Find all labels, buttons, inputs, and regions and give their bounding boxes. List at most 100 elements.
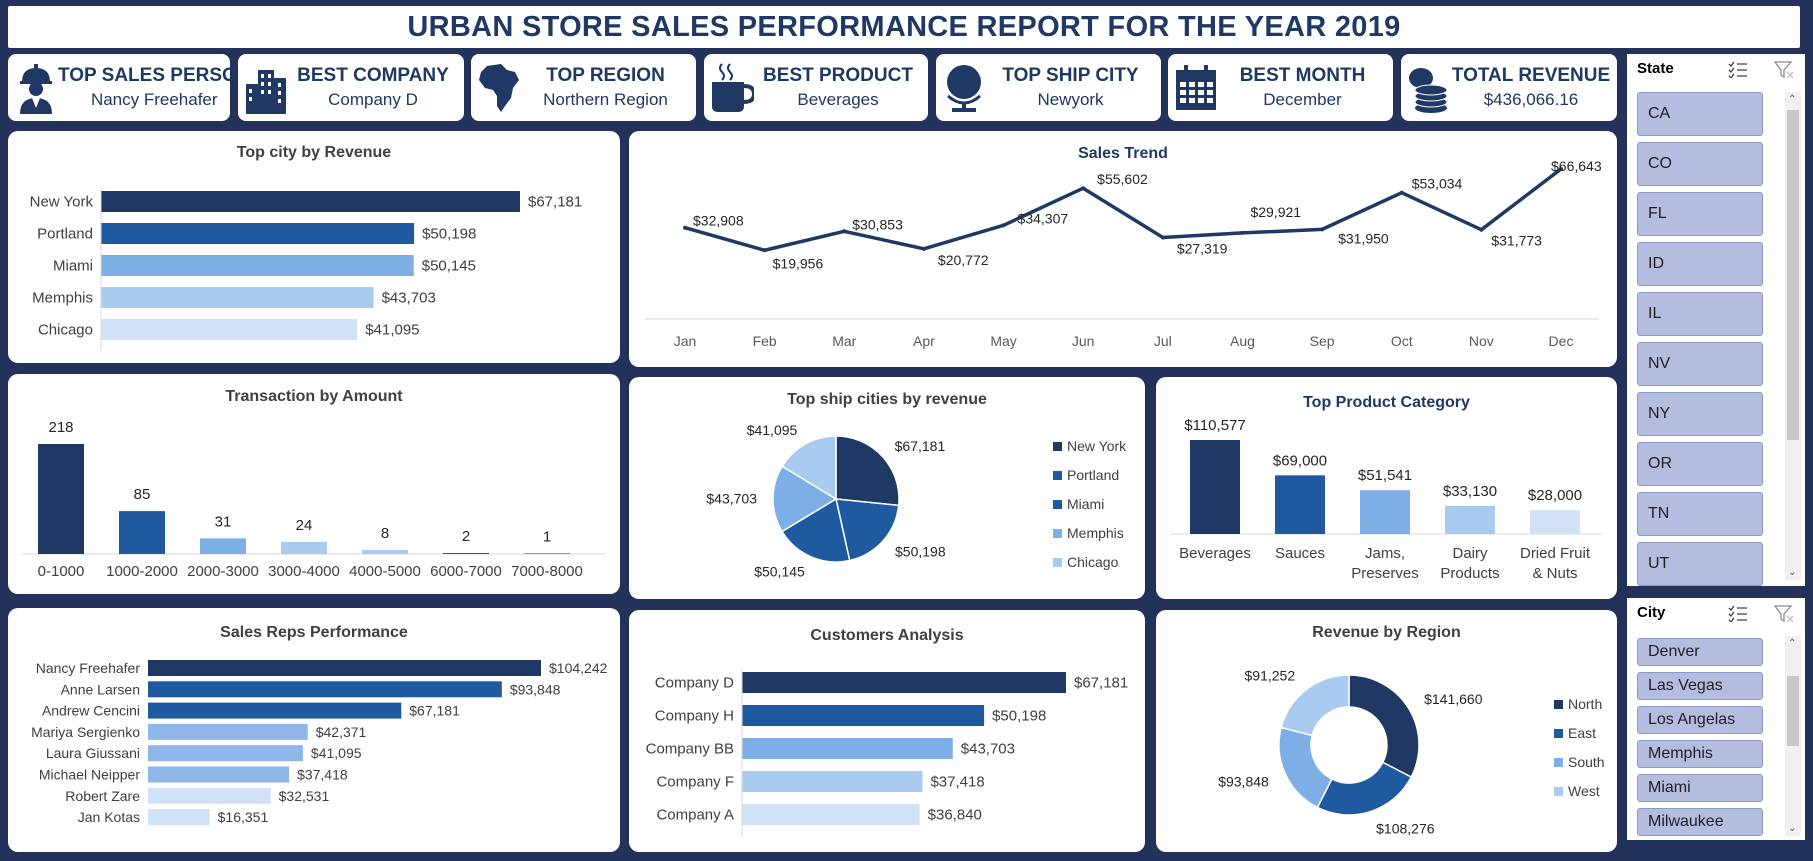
kpi-value: Company D <box>328 89 418 109</box>
state-scrollbar[interactable]: ⌃ ⌄ <box>1785 92 1801 580</box>
data-label: $108,276 <box>1376 821 1435 837</box>
chart-title: Top city by Revenue <box>236 144 392 161</box>
slicer-item[interactable]: ID <box>1637 242 1763 286</box>
slicer-item[interactable]: Memphis <box>1637 740 1763 768</box>
data-point <box>921 246 926 251</box>
multi-select-icon[interactable] <box>1727 604 1749 622</box>
pie-slice <box>1348 674 1420 779</box>
scroll-thumb[interactable] <box>1787 110 1799 440</box>
data-label: $50,145 <box>422 258 476 275</box>
data-label: $16,351 <box>218 809 269 825</box>
data-point <box>1320 227 1325 232</box>
pie-slice <box>1278 726 1333 809</box>
coffee-cup-icon <box>712 62 754 112</box>
sales-reps-panel: Sales Reps Performance Nancy Freehafer $1… <box>8 608 620 852</box>
category-label: Miami <box>53 258 93 275</box>
bar <box>38 444 84 554</box>
slicer-item[interactable]: NY <box>1637 392 1763 436</box>
chart-title: Sales Reps Performance <box>220 624 408 641</box>
region-chart: $141,660 $108,276 $93,848 $91,252 North East S… <box>1218 667 1604 837</box>
state-slicer: State CA CO FL ID IL NV NY OR TN UT ⌃ ⌄ <box>1627 54 1805 586</box>
category-label: Anne Larsen <box>61 681 140 697</box>
data-label: $28,000 <box>1528 487 1582 504</box>
tick-label: 1000-2000 <box>106 563 178 580</box>
slicer-item[interactable]: FL <box>1637 192 1763 236</box>
city-scrollbar[interactable]: ⌃ ⌄ <box>1785 636 1801 836</box>
category-label: Company F <box>656 774 734 791</box>
data-label: $31,773 <box>1491 233 1542 249</box>
kpi-value: Northern Region <box>543 89 668 109</box>
tick-label: Feb <box>753 333 777 349</box>
scroll-down-icon[interactable]: ⌄ <box>1788 567 1797 578</box>
legend-swatch <box>1053 471 1062 480</box>
report-title-bar: URBAN STORE SALES PERFORMANCE REPORT FOR… <box>8 6 1800 48</box>
legend-label: West <box>1568 783 1600 799</box>
multi-select-icon[interactable] <box>1727 60 1749 78</box>
bar <box>119 511 165 554</box>
kpi-label: TOP SHIP CITY <box>1002 64 1139 86</box>
data-label: $27,319 <box>1177 240 1228 256</box>
data-point <box>1160 235 1165 240</box>
scroll-thumb[interactable] <box>1787 676 1799 746</box>
data-label: 1 <box>543 528 551 545</box>
clear-filter-icon[interactable] <box>1773 60 1795 78</box>
clear-filter-icon[interactable] <box>1773 604 1795 622</box>
slicer-item[interactable]: NV <box>1637 342 1763 386</box>
bar <box>148 660 541 676</box>
scroll-up-icon[interactable]: ⌃ <box>1788 94 1797 105</box>
kpi-value: Nancy Freehafer <box>90 89 218 109</box>
scroll-down-icon[interactable]: ⌄ <box>1788 823 1797 834</box>
tick-label: 7000-8000 <box>511 563 583 580</box>
data-label: 85 <box>134 486 151 503</box>
bar <box>101 223 415 244</box>
tick-label: Sep <box>1310 333 1335 349</box>
slicer-item[interactable]: Milwaukee <box>1637 808 1763 836</box>
bar <box>148 745 303 762</box>
data-label: $67,181 <box>895 438 946 454</box>
slicer-item[interactable]: OR <box>1637 442 1763 486</box>
data-label: $141,660 <box>1424 691 1483 707</box>
tick-label: Nov <box>1469 333 1494 349</box>
worker-icon <box>20 63 52 114</box>
slicer-item[interactable]: Los Angelas <box>1637 706 1763 734</box>
bar <box>1190 440 1240 534</box>
data-point <box>842 229 847 234</box>
slicer-item[interactable]: IL <box>1637 292 1763 336</box>
legend-label: Memphis <box>1067 525 1124 541</box>
kpi-top-region: TOP REGION Northern Region <box>471 54 696 121</box>
bar <box>148 681 502 698</box>
slicer-item[interactable]: Miami <box>1637 774 1763 802</box>
slicer-item[interactable]: CA <box>1637 92 1763 136</box>
tick-label: Jams, Preserves <box>1351 545 1419 582</box>
scroll-up-icon[interactable]: ⌃ <box>1788 638 1797 649</box>
slicer-title: State <box>1637 60 1674 77</box>
slicer-header: State <box>1627 54 1805 84</box>
top-city-panel: Top city by Revenue New York $67,181 Portl… <box>8 131 620 363</box>
sales-trend-chart: $32,908 Jan $19,956 Feb $30,853 Mar $20,772 Apr… <box>645 158 1602 349</box>
data-label: $41,095 <box>365 322 419 339</box>
bar <box>1445 505 1495 534</box>
buildings-icon <box>246 69 286 114</box>
legend-label: East <box>1568 725 1596 741</box>
bar <box>200 538 246 554</box>
pie-slice <box>780 497 851 563</box>
tick-label: 6000-7000 <box>430 563 502 580</box>
data-label: $33,130 <box>1443 483 1497 500</box>
slicer-item[interactable]: Las Vegas <box>1637 672 1763 700</box>
slicer-item[interactable]: CO <box>1637 142 1763 186</box>
slicer-item[interactable]: UT <box>1637 542 1763 586</box>
slicer-title: City <box>1637 604 1666 621</box>
data-label: $93,848 <box>510 681 561 697</box>
bar <box>101 287 374 308</box>
pie-slice <box>1316 761 1413 816</box>
slicer-item[interactable]: TN <box>1637 492 1763 536</box>
slicer-item[interactable]: Denver <box>1637 638 1763 666</box>
bar <box>101 319 358 340</box>
data-label: $50,198 <box>992 708 1046 725</box>
bar <box>148 702 402 719</box>
data-label: $42,371 <box>316 724 367 740</box>
tick-label: Jun <box>1072 333 1095 349</box>
tick-label: May <box>990 333 1016 349</box>
kpi-best-company: BEST COMPANY Company D <box>238 54 464 121</box>
category-label: Michael Neipper <box>39 767 140 783</box>
